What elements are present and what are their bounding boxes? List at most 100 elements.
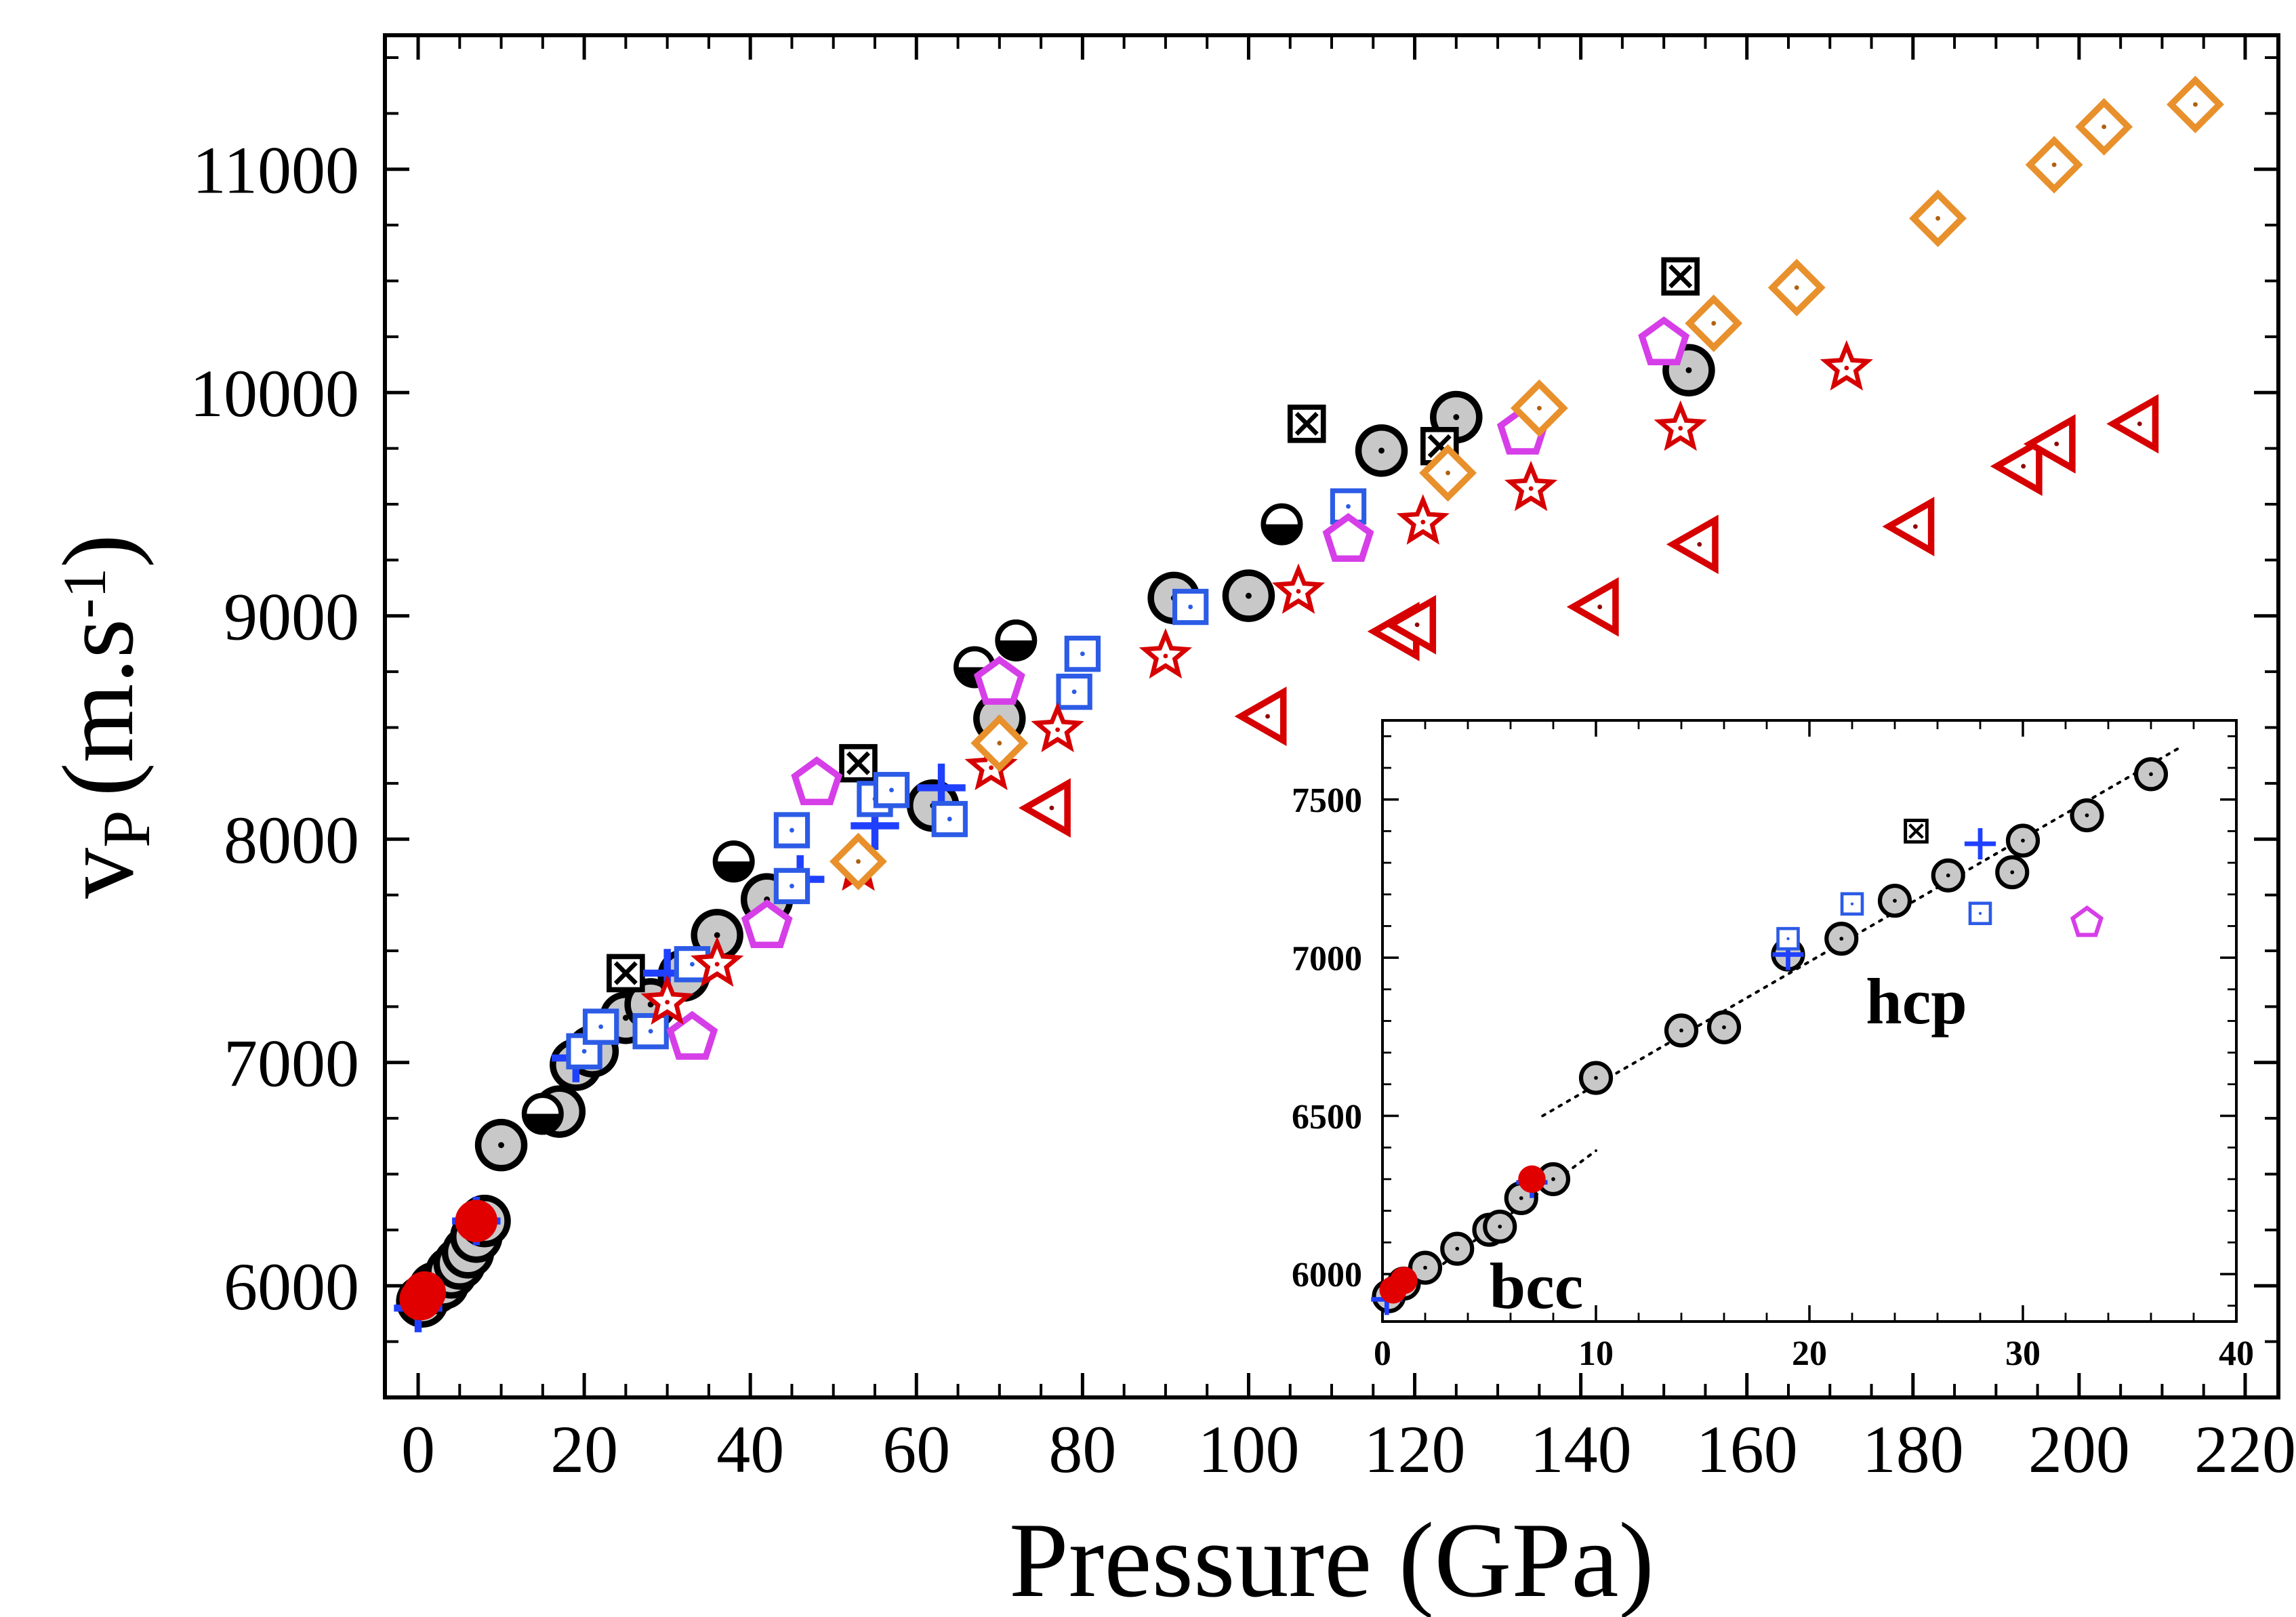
marker-dot (1453, 414, 1460, 420)
marker-dot (1722, 1025, 1726, 1029)
marker-dot (1978, 912, 1982, 915)
marker-dot (690, 962, 695, 967)
y-tick-label: 11000 (192, 133, 359, 208)
y-tick-label: 10000 (190, 356, 359, 431)
data-point (2025, 136, 2083, 194)
data-point (791, 756, 843, 806)
red-circle-marker (1390, 1267, 1418, 1294)
data-point (1767, 258, 1826, 316)
marker-dot (1519, 1196, 1523, 1200)
y-axis-title-close: ) (42, 534, 155, 568)
data-point (970, 714, 1029, 772)
red-circle-marker (1518, 1165, 1546, 1193)
marker-dot (598, 1024, 604, 1029)
y-tick-label: 9000 (224, 579, 359, 655)
marker-dot (2137, 421, 2142, 426)
y-axis-title-exp: -1 (52, 568, 119, 619)
marker-dot (1423, 1265, 1427, 1270)
x-tick-label: 20 (550, 1412, 618, 1487)
red-circle-marker (403, 1271, 447, 1314)
pentagon-marker (666, 1010, 718, 1060)
marker-dot (2193, 102, 2198, 107)
marker-dot (1049, 805, 1054, 811)
data-point (1968, 901, 1992, 926)
data-point (582, 1008, 619, 1045)
x-tick-label: 220 (2194, 1412, 2296, 1487)
x-tick-label: 160 (1696, 1412, 1798, 1487)
data-point (1566, 577, 1619, 637)
data-point (1172, 588, 1209, 626)
data-point (873, 772, 910, 808)
data-point (1260, 503, 1303, 546)
data-point (1234, 687, 1287, 746)
marker-dot (1850, 902, 1854, 905)
x-tick-label: 0 (1374, 1334, 1391, 1373)
marker-dot (1455, 1246, 1460, 1251)
y-axis-title-unit: (m.s (42, 619, 155, 797)
data-point (455, 1200, 498, 1242)
marker-dot (1839, 937, 1844, 941)
data-point (1518, 1165, 1546, 1193)
triangle-marker (1234, 687, 1287, 746)
y-tick-label: 6000 (224, 1249, 359, 1324)
data-point (691, 936, 744, 987)
data-point (2023, 414, 2076, 474)
marker-dot (1420, 519, 1426, 525)
data-point (1666, 514, 1719, 575)
data-point (1056, 674, 1092, 710)
x-tick-label: 200 (2028, 1412, 2130, 1487)
crossed-square-x (613, 961, 638, 985)
series-triangle-left-red (1019, 394, 2159, 838)
marker-dot (2102, 124, 2107, 129)
marker-dot (714, 962, 720, 967)
data-point (1064, 636, 1101, 672)
crossed-square-x (1668, 264, 1693, 289)
y-tick-label: 7000 (1292, 939, 1362, 978)
data-point (1776, 926, 1800, 951)
marker-dot (1935, 216, 1940, 221)
data-point (839, 743, 878, 783)
marker-dot (1080, 651, 1085, 657)
data-point (2133, 757, 2169, 792)
triangle-marker (2023, 414, 2076, 474)
marker-dot (1946, 873, 1950, 878)
bcc-label: bcc (1490, 1250, 1584, 1322)
y-tick-label: 8000 (224, 802, 359, 878)
marker-dot (1912, 524, 1918, 529)
data-point (1031, 701, 1084, 753)
x-tick-label: 80 (1048, 1412, 1116, 1487)
data-point (2167, 75, 2224, 134)
crossed-square-x (846, 751, 871, 775)
data-point (1995, 855, 2030, 890)
y-axis-title-sub: P (89, 810, 164, 848)
data-point (741, 899, 793, 948)
series-red-filled-circle (399, 1200, 498, 1321)
marker-dot (714, 932, 720, 939)
data-point (1904, 819, 1929, 844)
marker-dot (1893, 899, 1897, 903)
blue-square-marker (632, 1012, 669, 1050)
data-point (1287, 405, 1326, 443)
x-tick-label: 10 (1578, 1334, 1614, 1373)
marker-dot (2021, 838, 2025, 843)
marker-dot (1163, 653, 1168, 659)
series-crossed-square (1904, 819, 1929, 844)
marker-dot (2085, 813, 2089, 817)
y-tick-label: 7000 (224, 1026, 359, 1101)
data-point (1504, 460, 1558, 512)
marker-dot (1786, 937, 1790, 941)
half-circle-fill (998, 640, 1035, 659)
data-point (1271, 563, 1326, 614)
marker-dot (1498, 1225, 1502, 1229)
hcp-label: hcp (1866, 965, 1967, 1038)
marker-dot (648, 1029, 653, 1034)
data-point (1877, 884, 1912, 918)
data-point (773, 812, 811, 848)
data-point (1882, 497, 1935, 556)
marker-dot (1597, 605, 1603, 609)
data-point (1322, 512, 1374, 562)
data-point (1654, 400, 1707, 451)
triangle-marker (1882, 497, 1935, 556)
marker-dot (2054, 441, 2059, 447)
data-point (1706, 1010, 1742, 1044)
